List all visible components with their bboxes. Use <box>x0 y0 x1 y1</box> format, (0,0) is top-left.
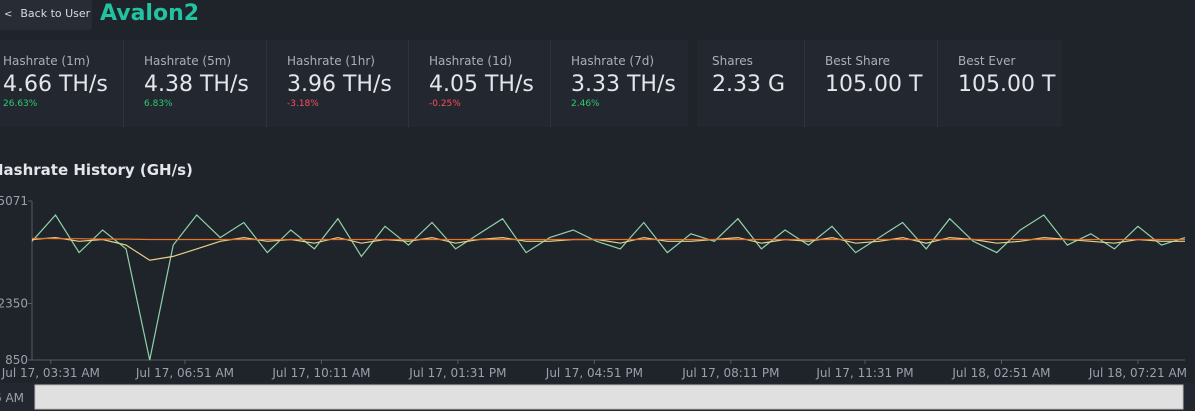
x-tick-label: Jul 17, 06:51 AM <box>135 366 234 380</box>
x-tick-label: Jul 17, 01:31 PM <box>408 366 506 380</box>
stats-group: Shares 2.33 G Best Share 105.00 T Best Ever 1… <box>697 40 1062 127</box>
page-title: Avalon2 <box>100 1 200 26</box>
stat-change: 2.46% <box>571 99 600 109</box>
stats-group: Hashrate (1m) 4.66 TH/s 26.63% Hashrate (5m… <box>0 40 688 127</box>
back-arrow: < <box>4 9 13 20</box>
chart-title: Hashrate History (GH/s) <box>0 161 193 179</box>
stat-label: Hashrate (5m) <box>144 54 232 68</box>
stat-card: Best Ever 105.00 T <box>938 40 1062 127</box>
stat-value: 105.00 T <box>958 72 1056 97</box>
series-line <box>31 237 1185 241</box>
stat-label: Shares <box>712 54 753 68</box>
stat-change: -3.18% <box>287 99 319 109</box>
stat-card: Hashrate (1hr) 3.96 TH/s -3.18% <box>267 40 409 127</box>
stat-card: Hashrate (5m) 4.38 TH/s 6.83% <box>124 40 267 127</box>
y-tick-label: 850 <box>5 353 28 367</box>
x-tick-label: Jul 17, 08:11 PM <box>681 366 779 380</box>
back-button[interactable]: < Back to User <box>0 0 92 30</box>
stat-label: Hashrate (1m) <box>3 54 91 68</box>
chart: Hashrate History (GH/s) 850 2350 5071 Jul 17… <box>0 161 1195 411</box>
x-tick-label: Jul 17, 10:11 AM <box>271 366 370 380</box>
stat-card: Shares 2.33 G <box>697 40 805 127</box>
stat-value: 105.00 T <box>825 72 923 97</box>
stat-value: 3.33 TH/s <box>571 72 676 97</box>
x-tick-label: Jul 18, 02:51 AM <box>951 366 1050 380</box>
stat-change: -0.25% <box>429 99 461 109</box>
x-tick-label: Jul 17, 04:51 PM <box>545 366 643 380</box>
stat-label: Best Ever <box>958 54 1016 68</box>
stat-card: Hashrate (1m) 4.66 TH/s 26.63% <box>0 40 124 127</box>
stat-card: Hashrate (1d) 4.05 TH/s -0.25% <box>409 40 551 127</box>
x-tick-label: Jul 17, 03:31 AM <box>1 366 100 380</box>
stat-card: Best Share 105.00 T <box>805 40 938 127</box>
stat-value: 3.96 TH/s <box>287 72 392 97</box>
stat-value: 4.38 TH/s <box>144 72 249 97</box>
stat-label: Hashrate (7d) <box>571 54 655 68</box>
x-tick-label: Jul 17, 11:31 PM <box>815 366 913 380</box>
navigator-window <box>34 384 1184 410</box>
series-line <box>31 236 1185 261</box>
stat-label: Best Share <box>825 54 891 68</box>
series-line <box>31 214 1186 361</box>
stat-value: 2.33 G <box>712 72 786 97</box>
stat-value: 4.66 TH/s <box>3 72 108 97</box>
back-label: Back to User <box>20 7 91 20</box>
stat-label: Hashrate (1hr) <box>287 54 375 68</box>
y-tick-label: 2350 <box>0 296 28 310</box>
stat-card: Hashrate (7d) 3.33 TH/s 2.46% <box>551 40 688 127</box>
x-tick-label: Jul 18, 07:21 AM <box>1088 366 1187 380</box>
stat-change: 6.83% <box>144 99 173 109</box>
stat-change: 26.63% <box>3 99 38 109</box>
stat-label: Hashrate (1d) <box>429 54 513 68</box>
stat-value: 4.05 TH/s <box>429 72 534 97</box>
y-tick-label: 5071 <box>0 194 28 208</box>
navigator-label: 6 AM <box>0 391 24 405</box>
